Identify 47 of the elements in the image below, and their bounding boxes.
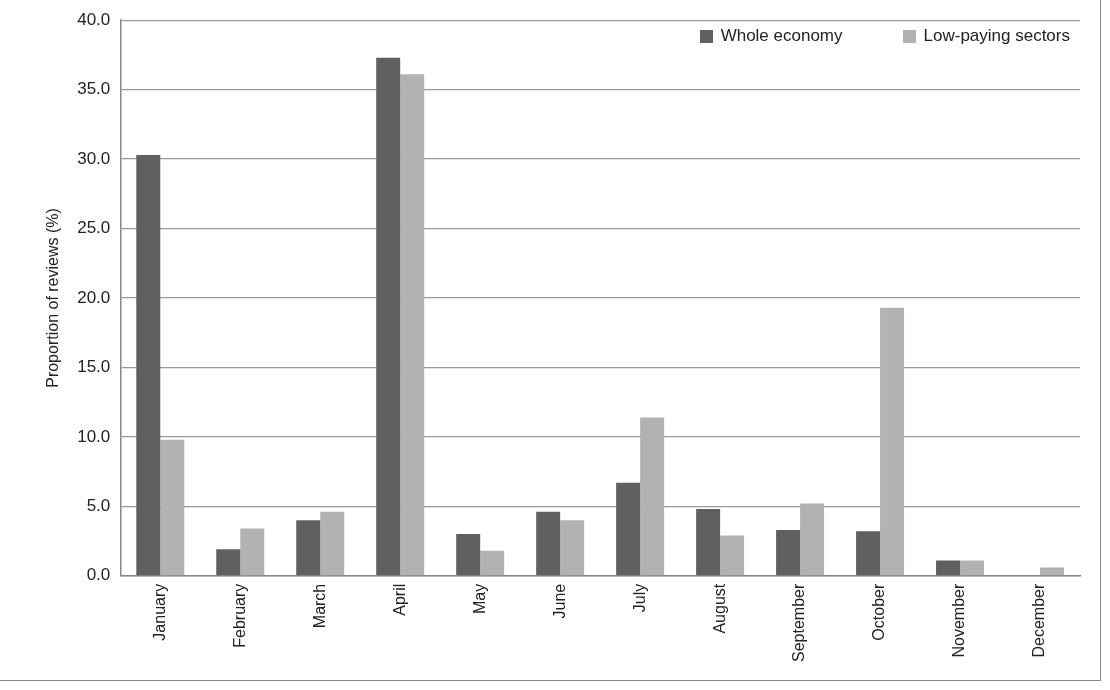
bar	[936, 560, 961, 576]
x-tick-label: May	[470, 583, 488, 614]
legend-label: Whole economy	[720, 26, 843, 47]
y-tick-label: 30.0	[77, 148, 111, 168]
y-tick-label: 20.0	[77, 287, 111, 307]
bar	[1040, 567, 1065, 576]
x-tick-label: March	[310, 583, 328, 629]
bar	[400, 74, 425, 576]
bar	[960, 560, 985, 576]
y-tick-label: 0.0	[86, 565, 111, 585]
bar	[296, 520, 321, 576]
x-tick-label: September	[790, 583, 808, 662]
bar	[456, 534, 481, 576]
y-tick-label: 5.0	[86, 495, 111, 515]
x-tick-label: August	[710, 583, 728, 634]
x-tick-label: June	[550, 583, 568, 619]
bar	[136, 154, 161, 576]
bar	[776, 529, 801, 576]
x-tick-label: December	[1030, 583, 1048, 658]
bar	[160, 439, 185, 576]
y-tick-label: 15.0	[77, 357, 111, 377]
bar	[640, 417, 665, 576]
y-tick-label: 25.0	[77, 218, 111, 238]
y-axis-title: Proportion of reviews (%)	[44, 208, 62, 388]
bar	[480, 550, 505, 576]
x-tick-label: November	[950, 583, 968, 658]
bar	[536, 511, 561, 576]
x-tick-label: October	[870, 583, 888, 641]
bar	[560, 520, 585, 576]
bar	[800, 503, 825, 576]
bar	[720, 535, 745, 576]
bar	[880, 307, 905, 576]
legend-label: Low-paying sectors	[923, 26, 1070, 47]
x-tick-label: January	[150, 583, 168, 641]
y-tick-label: 35.0	[77, 79, 111, 99]
x-tick-label: February	[230, 583, 248, 648]
y-tick-label: 40.0	[77, 9, 111, 29]
x-tick-label: April	[390, 583, 408, 616]
bar	[376, 57, 401, 576]
bar	[696, 509, 721, 576]
bar	[216, 549, 241, 576]
y-tick-label: 10.0	[77, 426, 111, 446]
x-tick-label: July	[630, 583, 648, 613]
bar	[616, 482, 641, 576]
bar	[856, 531, 881, 576]
bar	[240, 528, 265, 576]
bar	[320, 511, 345, 576]
